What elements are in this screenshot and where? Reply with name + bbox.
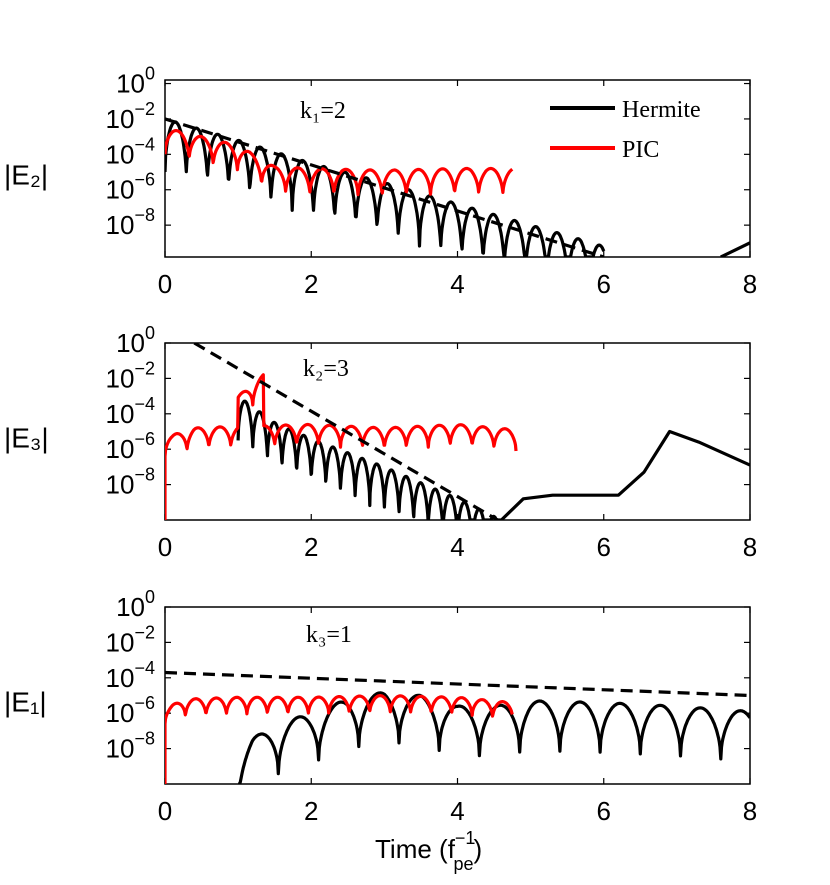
x-tick-label: 8 — [743, 796, 757, 826]
y-tick-label: 10−8 — [106, 465, 155, 500]
x-tick-label: 6 — [597, 532, 611, 562]
legend-label-pic: PIC — [622, 137, 659, 163]
x-tick-label: 8 — [743, 269, 757, 299]
y-tick-label: 100 — [116, 323, 155, 358]
x-tick-label: 4 — [450, 796, 464, 826]
y-tick-base: 10 — [106, 698, 135, 728]
y-tick-label: 10−8 — [106, 205, 155, 240]
y-tick-exponent: −2 — [134, 99, 155, 119]
y-tick-base: 10 — [106, 210, 135, 240]
y-tick-base: 10 — [106, 470, 135, 500]
x-label-close: ) — [473, 834, 482, 864]
y-tick-label: 10−6 — [106, 170, 155, 205]
y-tick-base: 10 — [116, 69, 145, 99]
y-tick-label: 10−6 — [106, 429, 155, 464]
axes-box — [164, 606, 751, 785]
x-tick-label: 0 — [158, 796, 172, 826]
series-pic-line — [165, 373, 518, 520]
plot-area — [165, 670, 750, 784]
y-tick-exponent: 0 — [145, 323, 155, 343]
y-tick-exponent: −6 — [134, 693, 155, 713]
x-tick-label: 2 — [304, 269, 318, 299]
series-hermite-recovery — [720, 241, 750, 257]
y-axis-label: |E₁| — [4, 687, 47, 718]
y-tick-label: 10−2 — [106, 358, 155, 393]
series-pic-line — [165, 694, 514, 784]
x-tick-label: 4 — [450, 532, 464, 562]
series-decay-fit-line — [165, 670, 750, 698]
y-tick-base: 10 — [106, 363, 135, 393]
x-label-sup: −1 — [455, 828, 476, 848]
y-tick-exponent: −4 — [134, 658, 155, 678]
y-tick-exponent: 0 — [145, 587, 155, 607]
x-tick-label: 4 — [450, 269, 464, 299]
y-tick-exponent: −8 — [134, 729, 155, 749]
y-tick-base: 10 — [106, 139, 135, 169]
y-tick-base: 10 — [116, 328, 145, 358]
y-tick-label: 100 — [116, 64, 155, 99]
x-tick-label: 2 — [304, 532, 318, 562]
y-axis-label: |E₃| — [4, 423, 49, 454]
series-hermite-line — [236, 399, 750, 520]
x-label-sub: pe — [453, 854, 473, 874]
y-tick-label: 100 — [116, 587, 155, 622]
y-tick-label: 10−4 — [106, 394, 155, 429]
y-tick-label: 10−4 — [106, 134, 155, 169]
series-decay-fit-line — [165, 117, 605, 257]
y-tick-base: 10 — [106, 734, 135, 764]
plot-area — [165, 343, 750, 520]
y-axis-label: |E₂| — [4, 160, 48, 191]
y-tick-exponent: −8 — [134, 465, 155, 485]
y-tick-exponent: −6 — [134, 170, 155, 190]
x-tick-label: 2 — [304, 796, 318, 826]
k-annotation: k₃=1 — [306, 622, 352, 648]
y-tick-exponent: −2 — [134, 622, 155, 642]
y-tick-label: 10−4 — [106, 658, 155, 693]
y-tick-base: 10 — [106, 434, 135, 464]
y-tick-exponent: 0 — [145, 64, 155, 84]
y-tick-base: 10 — [106, 627, 135, 657]
legend: Hermite PIC — [550, 97, 701, 163]
x-tick-label: 8 — [743, 532, 757, 562]
x-tick-label: 0 — [158, 532, 172, 562]
y-tick-label: 10−2 — [106, 622, 155, 657]
y-tick-exponent: −6 — [134, 429, 155, 449]
k-annotation: k₁=2 — [300, 98, 346, 124]
x-tick-label: 0 — [158, 269, 172, 299]
y-tick-base: 10 — [116, 592, 145, 622]
y-tick-label: 10−8 — [106, 729, 155, 764]
y-tick-base: 10 — [106, 663, 135, 693]
x-tick-label: 6 — [597, 796, 611, 826]
x-axis-label: Time (f−1 pe) — [375, 828, 482, 874]
y-tick-base: 10 — [106, 175, 135, 205]
x-tick-label: 6 — [597, 269, 611, 299]
plot-area — [165, 117, 750, 257]
y-tick-exponent: −4 — [134, 134, 155, 154]
k-annotation: k₂=3 — [303, 356, 349, 382]
series-decay-fit-line — [193, 343, 499, 520]
y-tick-label: 10−2 — [106, 99, 155, 134]
y-tick-exponent: −8 — [134, 205, 155, 225]
y-tick-base: 10 — [106, 399, 135, 429]
y-tick-exponent: −2 — [134, 358, 155, 378]
series-pic-line — [165, 129, 514, 197]
legend-label-hermite: Hermite — [622, 97, 701, 123]
x-label-main: Time (f — [375, 834, 456, 864]
y-tick-base: 10 — [106, 104, 135, 134]
y-tick-label: 10−6 — [106, 693, 155, 728]
y-tick-exponent: −4 — [134, 394, 155, 414]
